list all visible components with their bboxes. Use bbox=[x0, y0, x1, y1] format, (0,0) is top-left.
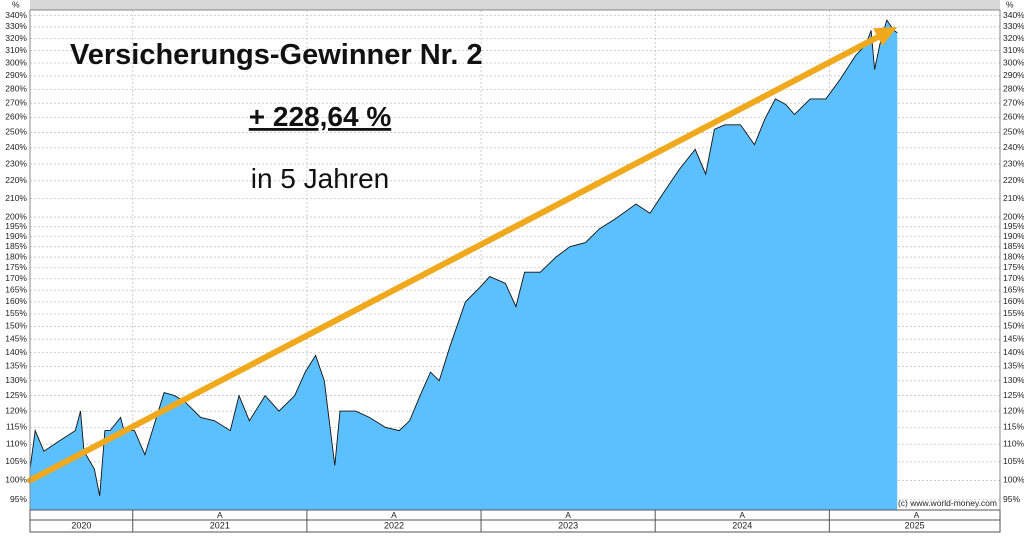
y-tick-label: 220% bbox=[5, 175, 27, 185]
y-tick-label: 165% bbox=[5, 284, 27, 294]
y-tick-label: 145% bbox=[5, 334, 27, 344]
y-tick-label-right: 190% bbox=[1003, 231, 1024, 241]
area bbox=[30, 20, 898, 510]
y-tick-label-right: 95% bbox=[1003, 494, 1020, 504]
x-marker: A bbox=[391, 510, 397, 520]
y-tick-label: 230% bbox=[5, 158, 27, 168]
credit: (c) www.world-money.com bbox=[898, 498, 997, 508]
y-tick-label: 105% bbox=[5, 456, 27, 466]
y-tick-label-right: 310% bbox=[1003, 45, 1024, 55]
y-tick-label-right: 300% bbox=[1003, 57, 1024, 67]
y-tick-label: 300% bbox=[5, 57, 27, 67]
y-tick-label: 270% bbox=[5, 97, 27, 107]
axis-unit-left: % bbox=[12, 0, 20, 9]
y-tick-label: 175% bbox=[5, 262, 27, 272]
y-tick-label-right: 185% bbox=[1003, 241, 1024, 251]
x-year-label: 2024 bbox=[732, 520, 752, 530]
trend-arrow-line bbox=[27, 34, 881, 484]
y-tick-label: 100% bbox=[5, 475, 27, 485]
y-tick-label-right: 180% bbox=[1003, 251, 1024, 261]
y-tick-label-right: 220% bbox=[1003, 175, 1024, 185]
trend-arrow-head bbox=[873, 26, 898, 46]
y-tick-label-right: 250% bbox=[1003, 127, 1024, 137]
y-tick-label: 135% bbox=[5, 361, 27, 371]
y-tick-label-right: 195% bbox=[1003, 221, 1024, 231]
y-tick-label: 310% bbox=[5, 45, 27, 55]
chart-subtitle-2: in 5 Jahren bbox=[251, 163, 390, 194]
price-line bbox=[29, 18, 898, 496]
y-tick-label: 130% bbox=[5, 375, 27, 385]
y-tick-label: 320% bbox=[5, 33, 27, 43]
y-tick-label: 330% bbox=[5, 21, 27, 31]
y-tick-label-right: 320% bbox=[1003, 33, 1024, 43]
y-tick-label-right: 100% bbox=[1003, 475, 1024, 485]
x-year-label: 2025 bbox=[905, 520, 925, 530]
y-tick-label: 200% bbox=[5, 211, 27, 221]
x-axis-box bbox=[29, 509, 1001, 533]
y-tick-label: 115% bbox=[6, 422, 28, 432]
y-tick-label-right: 200% bbox=[1003, 211, 1024, 221]
x-marker: A bbox=[565, 510, 571, 520]
x-year-label: 2022 bbox=[384, 520, 404, 530]
y-tick-label-right: 260% bbox=[1003, 112, 1024, 122]
y-tick-label-right: 130% bbox=[1003, 375, 1024, 385]
chart-title: Versicherungs-Gewinner Nr. 2 bbox=[70, 39, 483, 71]
y-tick-label-right: 270% bbox=[1003, 97, 1024, 107]
y-tick-label: 195% bbox=[5, 221, 27, 231]
y-tick-label: 155% bbox=[5, 308, 27, 318]
y-tick-label: 180% bbox=[5, 251, 27, 261]
x-marker: A bbox=[914, 510, 920, 520]
y-tick-label: 150% bbox=[5, 321, 27, 331]
y-tick-label-right: 120% bbox=[1003, 405, 1024, 415]
y-tick-label-right: 290% bbox=[1003, 70, 1024, 80]
y-tick-label: 340% bbox=[5, 10, 27, 20]
y-tick-label: 160% bbox=[5, 296, 27, 306]
y-tick-label: 190% bbox=[5, 231, 27, 241]
x-marker: A bbox=[217, 510, 223, 520]
top-strip bbox=[30, 0, 1000, 10]
y-tick-label: 140% bbox=[5, 347, 27, 357]
y-tick-label-right: 160% bbox=[1003, 296, 1024, 306]
y-tick-label: 185% bbox=[5, 241, 27, 251]
x-year-label: 2020 bbox=[71, 520, 91, 530]
y-tick-label-right: 210% bbox=[1003, 193, 1024, 203]
y-tick-label-right: 115% bbox=[1003, 422, 1024, 432]
y-tick-label: 120% bbox=[5, 405, 27, 415]
y-tick-label-right: 155% bbox=[1003, 308, 1024, 318]
y-tick-label-right: 125% bbox=[1003, 390, 1024, 400]
y-tick-label: 110% bbox=[6, 438, 28, 448]
plot bbox=[27, 18, 898, 510]
y-tick-label-right: 135% bbox=[1003, 361, 1024, 371]
y-tick-label: 280% bbox=[5, 84, 27, 94]
y-tick-label-right: 110% bbox=[1003, 438, 1024, 448]
y-tick-label-right: 240% bbox=[1003, 142, 1024, 152]
y-tick-label-right: 170% bbox=[1003, 273, 1024, 283]
y-tick-label-right: 280% bbox=[1003, 84, 1024, 94]
y-tick-label-right: 140% bbox=[1003, 347, 1024, 357]
y-tick-label-right: 105% bbox=[1003, 456, 1024, 466]
y-tick-label-right: 175% bbox=[1003, 262, 1024, 272]
y-tick-label: 260% bbox=[5, 112, 27, 122]
x-year-label: 2021 bbox=[210, 520, 230, 530]
y-tick-label-right: 165% bbox=[1003, 284, 1024, 294]
axis-unit-right: % bbox=[1006, 0, 1014, 9]
x-year-label: 2023 bbox=[558, 520, 578, 530]
x-marker: A bbox=[739, 510, 745, 520]
y-tick-label: 250% bbox=[5, 127, 27, 137]
chart-subtitle: + 228,64 % bbox=[249, 101, 392, 132]
y-tick-label: 290% bbox=[5, 70, 27, 80]
y-tick-label: 240% bbox=[5, 142, 27, 152]
y-tick-label: 210% bbox=[5, 193, 27, 203]
y-tick-label: 95% bbox=[10, 494, 27, 504]
y-tick-label: 125% bbox=[5, 390, 27, 400]
y-tick-label-right: 150% bbox=[1003, 321, 1024, 331]
y-tick-label: 170% bbox=[5, 273, 27, 283]
y-tick-label-right: 330% bbox=[1003, 21, 1024, 31]
y-tick-label-right: 340% bbox=[1003, 10, 1024, 20]
y-tick-label-right: 145% bbox=[1003, 334, 1024, 344]
y-tick-label-right: 230% bbox=[1003, 158, 1024, 168]
